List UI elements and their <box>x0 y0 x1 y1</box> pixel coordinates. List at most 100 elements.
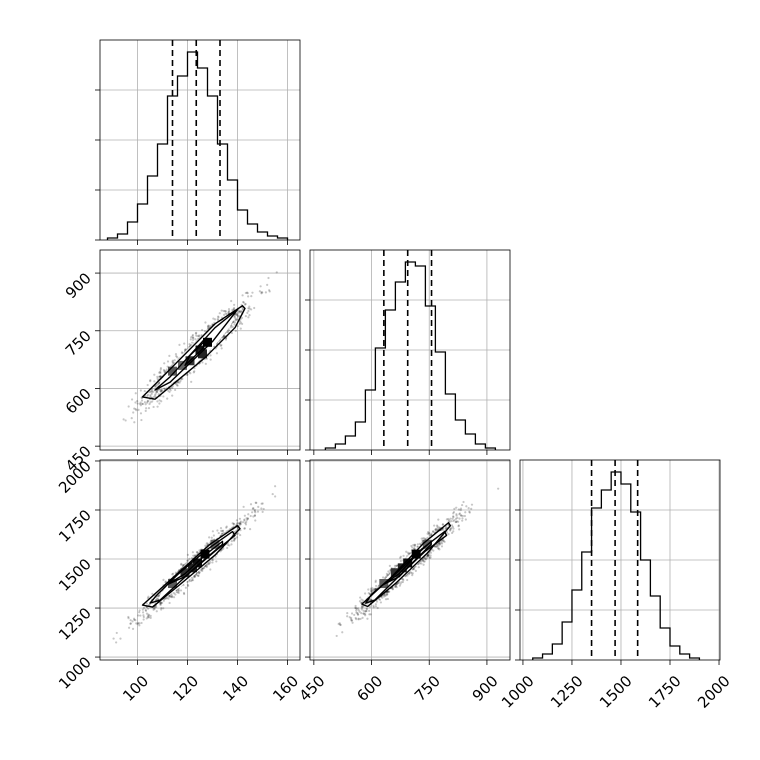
scatter-point <box>220 343 223 347</box>
contour-edge <box>361 522 452 608</box>
scatter-point <box>360 608 363 611</box>
scatter-point <box>163 370 166 373</box>
histogram-bin <box>228 180 238 240</box>
scatter-point <box>383 595 386 598</box>
scatter-point <box>165 597 168 600</box>
scatter-point <box>458 517 461 520</box>
scatter-point <box>378 598 382 601</box>
scatter-point <box>138 402 142 406</box>
scatter-point <box>163 362 166 365</box>
scatter-point <box>156 400 159 403</box>
histogram-bin <box>128 222 138 240</box>
scatter-point <box>360 598 363 601</box>
scatter-point <box>371 587 374 590</box>
scatter-point <box>168 595 171 598</box>
scatter-point <box>157 382 160 386</box>
scatter-point <box>169 595 172 598</box>
scatter-point <box>180 562 183 566</box>
scatter-point <box>413 547 416 550</box>
scatter-point <box>187 584 190 587</box>
scatter-point <box>411 572 414 575</box>
scatter-point <box>206 542 209 545</box>
scatter-point <box>149 390 152 393</box>
scatter-point <box>457 524 460 527</box>
scatter-point <box>388 564 391 567</box>
scatter-point <box>150 391 153 394</box>
scatter-point <box>440 542 444 545</box>
scatter-point <box>437 542 441 545</box>
scatter-point <box>449 527 452 530</box>
scatter-point <box>239 523 242 526</box>
scatter-point <box>186 373 189 376</box>
scatter-point <box>226 546 229 550</box>
scatter-point <box>224 338 228 341</box>
scatter-point <box>145 617 148 620</box>
scatter-point <box>222 313 226 316</box>
histogram-bin <box>258 232 268 240</box>
scatter-point <box>262 507 265 511</box>
scatter-point <box>156 375 159 378</box>
scatter-point <box>138 622 141 625</box>
scatter-point <box>200 569 203 572</box>
scatter-point <box>224 312 227 315</box>
scatter-point <box>193 575 196 579</box>
scatter-point <box>210 558 214 562</box>
scatter-point <box>421 559 425 562</box>
scatter-point <box>209 354 212 357</box>
scatter-point <box>152 405 155 409</box>
scatter-point <box>232 308 236 311</box>
scatter-point <box>208 536 211 539</box>
scatter-point <box>159 375 162 378</box>
scatter-point <box>115 631 118 635</box>
scatter-point <box>424 537 427 541</box>
scatter-point <box>172 592 176 595</box>
scatter-point <box>258 290 261 293</box>
scatter-point <box>152 608 155 611</box>
scatter-point <box>122 418 125 421</box>
scatter-point <box>198 570 201 574</box>
scatter-point <box>195 331 198 334</box>
scatter-point <box>162 368 165 372</box>
scatter-point <box>373 587 376 590</box>
scatter-point <box>217 316 220 319</box>
scatter-point <box>184 586 187 589</box>
scatter-point <box>244 302 247 306</box>
scatter-point <box>129 622 132 625</box>
scatter-point <box>147 406 151 410</box>
scatter-point <box>253 508 256 512</box>
scatter-point <box>399 582 402 585</box>
scatter-point <box>353 613 356 617</box>
scatter-point <box>247 309 250 313</box>
scatter-point <box>209 561 212 564</box>
scatter-point <box>201 569 204 572</box>
scatter-point <box>234 316 237 320</box>
scatter-point <box>349 618 353 621</box>
scatter-point <box>195 334 198 337</box>
scatter-point <box>468 510 471 513</box>
scatter-point <box>227 307 231 311</box>
histogram-step-line <box>532 471 701 660</box>
scatter-point <box>452 516 455 519</box>
scatter-point <box>373 588 376 591</box>
scatter-point <box>275 271 278 274</box>
scatter-point <box>408 552 412 555</box>
scatter-point <box>226 330 229 333</box>
scatter-point <box>222 309 225 313</box>
scatter-point <box>413 568 416 571</box>
scatter-point <box>198 571 201 574</box>
scatter-point <box>253 306 256 310</box>
scatter-point <box>159 390 162 393</box>
scatter-point <box>260 292 263 295</box>
scatter-point <box>350 619 353 622</box>
histogram-panel-3 <box>515 459 721 665</box>
scatter-point <box>141 608 144 611</box>
scatter-point <box>191 336 195 339</box>
histogram-panel-2 <box>305 249 511 455</box>
scatter-point <box>151 592 154 595</box>
histogram-bin <box>425 306 435 450</box>
scatter-point <box>447 520 450 523</box>
histogram-bin <box>601 490 611 660</box>
scatter-point <box>232 522 236 526</box>
scatter-point <box>159 368 162 371</box>
scatter-point <box>171 359 175 362</box>
